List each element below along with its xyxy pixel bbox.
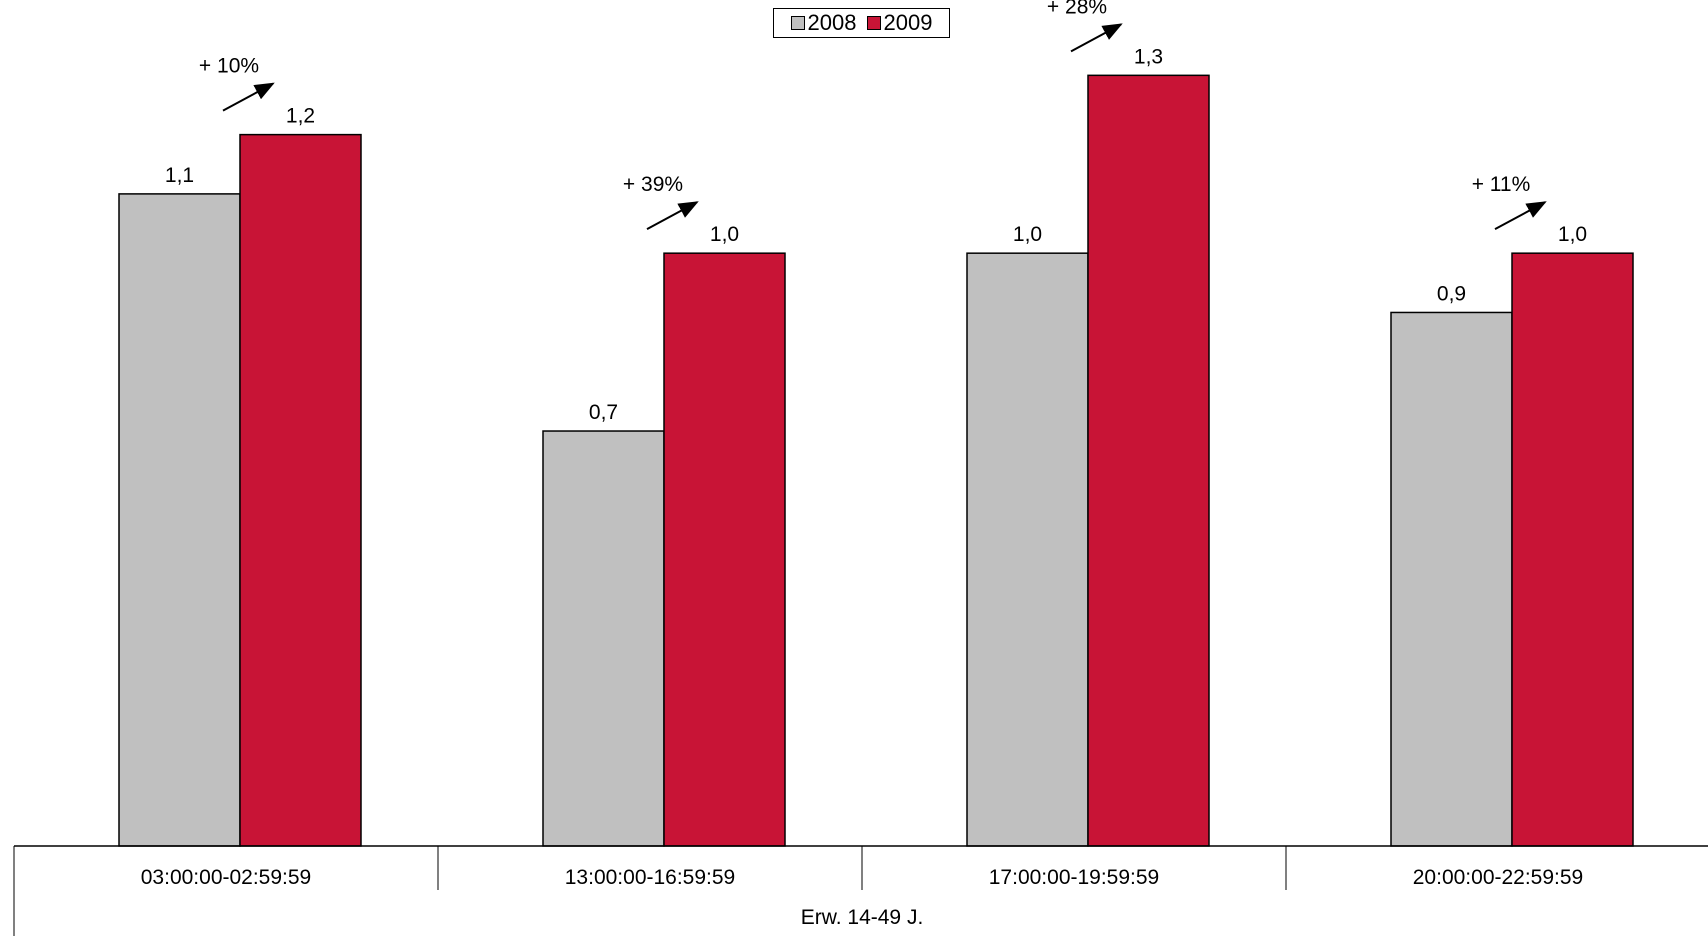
- legend-label-2009: 2009: [883, 10, 933, 35]
- category-label-1: 03:00:00-02:59:59: [141, 866, 311, 889]
- bar-2008-3: [966, 252, 1089, 847]
- data-label-2009-1: 1,2: [286, 105, 315, 128]
- data-label-2009-4: 1,0: [1558, 223, 1587, 246]
- legend-item-2009: 2009: [866, 10, 933, 36]
- data-label-2009-2: 1,0: [710, 223, 739, 246]
- growth-arrow-1: [222, 82, 275, 112]
- growth-annotation-2: + 39%: [623, 173, 683, 196]
- data-label-2008-4: 0,9: [1437, 282, 1466, 305]
- growth-arrow-2: [646, 201, 699, 231]
- data-label-2008-2: 0,7: [589, 401, 618, 424]
- growth-annotation-4: + 11%: [1472, 173, 1531, 196]
- category-label-3: 17:00:00-19:59:59: [989, 866, 1159, 889]
- data-label-2008-1: 1,1: [165, 164, 194, 187]
- legend-label-2008: 2008: [807, 10, 857, 35]
- growth-arrow-4: [1494, 201, 1547, 231]
- growth-annotation-3: + 28%: [1047, 0, 1107, 18]
- bar-2009-1: [239, 133, 362, 847]
- growth-arrow-3: [1070, 23, 1123, 53]
- data-label-2008-3: 1,0: [1013, 223, 1042, 246]
- category-label-2: 13:00:00-16:59:59: [565, 866, 735, 889]
- category-label-4: 20:00:00-22:59:59: [1413, 866, 1583, 889]
- data-label-2009-3: 1,3: [1134, 45, 1163, 68]
- growth-annotation-1: + 10%: [199, 55, 259, 78]
- bar-2009-2: [663, 252, 786, 847]
- bar-2008-1: [118, 193, 241, 847]
- bar-2008-2: [542, 430, 665, 847]
- legend-item-2008: 2008: [790, 10, 857, 36]
- legend-swatch-2008: [790, 16, 805, 30]
- bar-2008-4: [1390, 311, 1513, 847]
- bar-2009-4: [1511, 252, 1634, 847]
- group-label: Erw. 14-49 J.: [801, 906, 924, 929]
- bar-2009-3: [1087, 74, 1210, 847]
- legend: 2008 2009: [773, 8, 950, 38]
- legend-swatch-2009: [866, 16, 881, 30]
